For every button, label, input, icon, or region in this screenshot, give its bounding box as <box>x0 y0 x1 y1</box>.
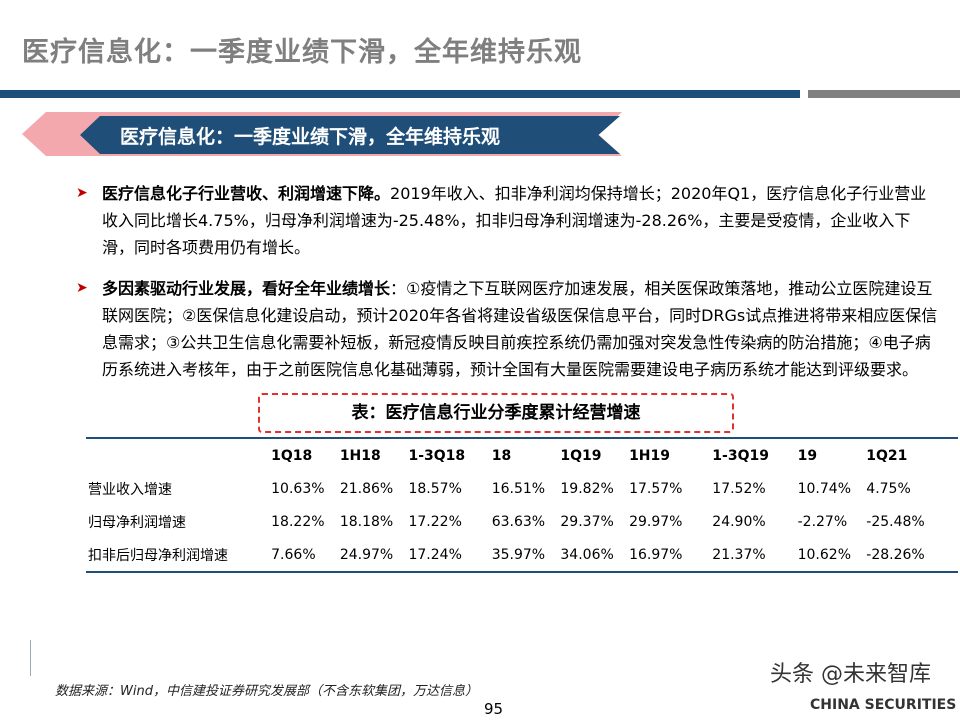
table-cell: 10.74% <box>797 480 851 497</box>
table-cell: 17.52% <box>712 480 766 497</box>
table-row: 扣非后归母净利润增速 7.66% 24.97% 17.24% 35.97% 34.06% 1… <box>88 538 960 571</box>
column-header: 1Q21 <box>866 447 908 464</box>
divider <box>30 640 31 676</box>
column-header: 19 <box>797 447 818 464</box>
page-title: 医疗信息化：一季度业绩下滑，全年维持乐观 <box>22 37 582 68</box>
table-cell: 18.22% <box>271 513 325 530</box>
table-cell: 63.63% <box>491 513 546 530</box>
table-cell: 24.90% <box>712 513 766 530</box>
table-cell: 17.22% <box>408 513 462 530</box>
table-cell: -28.26% <box>866 546 925 563</box>
point-heading: 医疗信息化子行业营收、利润增速下降。 <box>102 184 391 203</box>
banner-title: 医疗信息化：一季度业绩下滑，全年维持乐观 <box>120 126 501 148</box>
table-cell: 16.97% <box>629 546 683 563</box>
column-header: 1Q18 <box>271 447 313 464</box>
section-banner: 医疗信息化：一季度业绩下滑，全年维持乐观 <box>80 116 620 154</box>
table-cell: -2.27% <box>797 513 848 530</box>
row-label: 扣非后归母净利润增速 <box>88 547 228 564</box>
arrow-bullet-icon: ➤ <box>76 280 88 296</box>
column-header: 1H19 <box>629 447 671 464</box>
page-number: 95 <box>484 700 504 718</box>
column-header: 1H18 <box>339 447 381 464</box>
logo-subtitle: CHINA SECURITIES <box>810 697 957 713</box>
table-cell: 24.97% <box>339 546 394 563</box>
table-cell: 7.66% <box>271 546 316 563</box>
table-cell: 21.86% <box>339 480 394 497</box>
content: ➤ 医疗信息化子行业营收、利润增速下降。2019年收入、扣非净利润均保持增长；2… <box>0 180 960 573</box>
header-divider <box>0 90 800 98</box>
table-caption: 表：医疗信息行业分季度累计经营增速 <box>258 393 734 433</box>
table-cell: 10.62% <box>797 546 851 563</box>
table-cell: 35.97% <box>491 546 546 563</box>
table-cell: 16.51% <box>491 480 546 497</box>
column-header <box>88 439 271 472</box>
point-heading: 多因素驱动行业发展，看好全年业绩增长 <box>102 279 391 298</box>
table-cell: 17.57% <box>629 480 683 497</box>
row-label: 营业收入增速 <box>88 481 172 498</box>
table-bottom-rule <box>86 571 958 573</box>
watermark: 头条 @未来智库 <box>770 662 931 687</box>
row-label: 归母净利润增速 <box>88 514 186 531</box>
growth-table: 1Q18 1H18 1-3Q18 18 1Q19 1H19 1-3Q19 19 1Q21 营业收入… <box>88 439 960 571</box>
bullet-point-1: ➤ 医疗信息化子行业营收、利润增速下降。2019年收入、扣非净利润均保持增长；2… <box>76 180 938 261</box>
column-header: 18 <box>491 447 512 464</box>
table-header-row: 1Q18 1H18 1-3Q18 18 1Q19 1H19 1-3Q19 19 1Q21 <box>88 439 960 472</box>
column-header: 1-3Q18 <box>408 447 466 464</box>
table-cell: 18.18% <box>339 513 394 530</box>
table-row: 营业收入增速 10.63% 21.86% 18.57% 16.51% 19.82% 17.5… <box>88 472 960 505</box>
table-cell: 18.57% <box>408 480 462 497</box>
column-header: 1Q19 <box>560 447 602 464</box>
table-cell: 21.37% <box>712 546 766 563</box>
source-note: 数据来源：Wind，中信建投证券研究发展部（不含东软集团，万达信息） <box>55 684 478 699</box>
table-cell: 4.75% <box>866 480 911 497</box>
arrow-bullet-icon: ➤ <box>76 185 88 201</box>
table-cell: 29.97% <box>629 513 683 530</box>
table-cell: 17.24% <box>408 546 462 563</box>
point-text: 2019年收入、扣非净利润均保持增长；2020年Q1，医疗信息化子行业营业收入同… <box>102 184 927 257</box>
logo-watermark: 头条 @未来智库 CHINA SECURITIES <box>770 662 960 718</box>
table-top-rule <box>86 437 958 439</box>
table-row: 归母净利润增速 18.22% 18.18% 17.22% 63.63% 29.37% 29.… <box>88 505 960 538</box>
header-divider-gray <box>808 90 960 98</box>
point-text: ：①疫情之下互联网医疗加速发展，相关医保政策落地，推动公立医院建设互联网医院；②… <box>102 279 938 379</box>
table-cell: -25.48% <box>866 513 925 530</box>
table-cell: 34.06% <box>560 546 614 563</box>
table-cell: 10.63% <box>271 480 325 497</box>
column-header: 1-3Q19 <box>712 447 769 464</box>
table-cell: 29.37% <box>560 513 614 530</box>
bullet-point-2: ➤ 多因素驱动行业发展，看好全年业绩增长：①疫情之下互联网医疗加速发展，相关医保… <box>76 275 938 383</box>
table-cell: 19.82% <box>560 480 614 497</box>
